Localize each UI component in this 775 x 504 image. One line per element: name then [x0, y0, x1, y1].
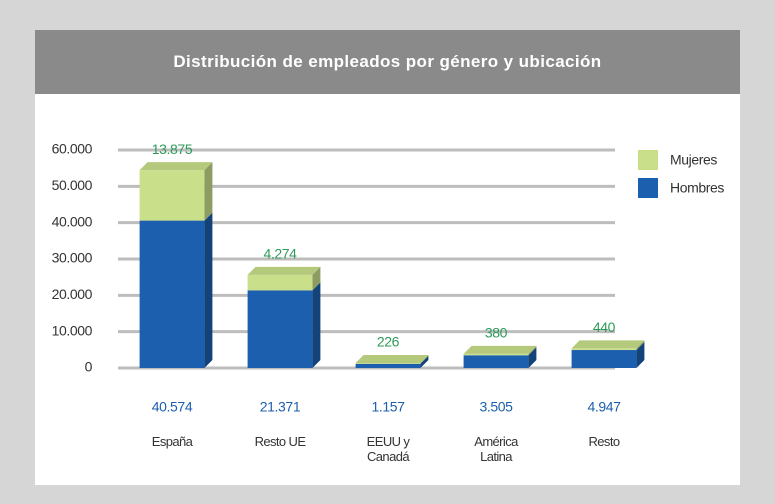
x-tick-label: América Latina — [474, 434, 518, 464]
y-tick-label: 50.000 — [52, 177, 93, 193]
bar-top — [355, 354, 429, 363]
bar — [463, 355, 529, 368]
bar-top — [139, 162, 213, 171]
bar-side — [420, 355, 429, 368]
chart-title: Distribución de empleados por género y u… — [35, 30, 740, 94]
bar — [355, 363, 421, 368]
bar-side — [204, 162, 213, 221]
bar — [571, 350, 637, 368]
bar-side — [528, 347, 537, 368]
bar-top — [571, 340, 645, 349]
bar-side — [312, 266, 321, 291]
bar — [571, 348, 637, 351]
legend-label: Hombres — [670, 180, 724, 196]
y-tick-label: 0 — [85, 359, 93, 375]
bar-side — [528, 345, 537, 356]
value-label: 4.274 — [263, 246, 297, 262]
bar-side — [420, 354, 429, 364]
bar-side — [636, 342, 645, 368]
x-tick-label: España — [151, 434, 193, 449]
y-tick-label: 60.000 — [52, 141, 93, 157]
y-tick-label: 40.000 — [52, 213, 93, 229]
x-tick-label: EEUU y Canadá — [366, 434, 410, 464]
bar — [139, 170, 205, 221]
bar-side — [312, 282, 321, 368]
bar — [247, 274, 313, 291]
value-label: 380 — [485, 325, 508, 341]
value-label: 4.947 — [587, 399, 621, 415]
value-label: 440 — [593, 319, 616, 335]
value-label: 40.574 — [152, 399, 193, 415]
value-label: 21.371 — [260, 399, 301, 415]
legend-swatch — [638, 178, 658, 198]
value-label: 13.875 — [152, 141, 193, 157]
legend-label: Mujeres — [670, 152, 717, 168]
bar — [463, 353, 529, 356]
y-tick-label: 10.000 — [52, 322, 93, 338]
y-tick-label: 20.000 — [52, 286, 93, 302]
value-label: 1.157 — [371, 399, 405, 415]
value-label: 226 — [377, 334, 400, 350]
x-tick-label: Resto — [588, 434, 621, 449]
value-label: 3.505 — [479, 399, 513, 415]
bar-top — [247, 266, 321, 275]
bar-side — [636, 340, 645, 351]
bar — [139, 220, 205, 368]
y-tick-label: 30.000 — [52, 250, 93, 266]
legend-swatch — [638, 150, 658, 170]
bar — [247, 290, 313, 368]
bar — [355, 362, 421, 364]
bar-side — [204, 212, 213, 368]
x-tick-label: Resto UE — [254, 434, 306, 449]
bar-top — [463, 345, 537, 354]
